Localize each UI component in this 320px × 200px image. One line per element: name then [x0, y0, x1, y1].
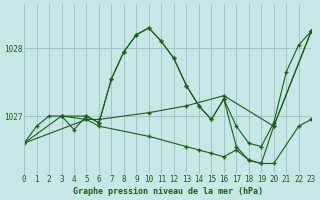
X-axis label: Graphe pression niveau de la mer (hPa): Graphe pression niveau de la mer (hPa)	[73, 187, 263, 196]
